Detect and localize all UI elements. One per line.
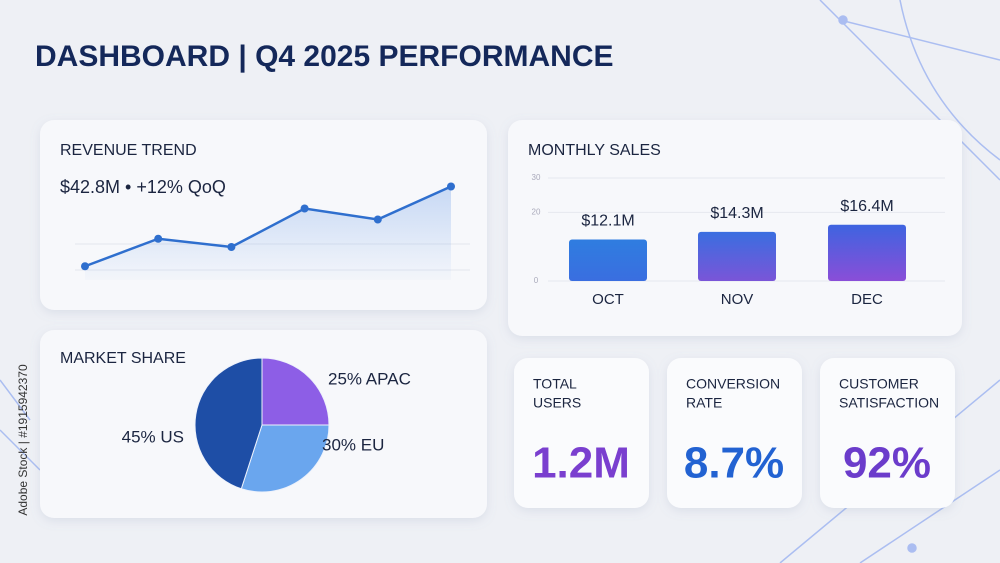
chart-title: MONTHLY SALES xyxy=(528,142,661,159)
kpi-label: USERS xyxy=(533,395,581,411)
line xyxy=(84,185,452,268)
x-tick-label: OCT xyxy=(592,291,624,308)
kpi-card xyxy=(514,358,649,508)
kpi-label: CUSTOMER xyxy=(839,376,919,392)
title: DASHBOARD | Q4 2025 PERFORMANCE xyxy=(35,40,614,73)
kpi-card xyxy=(667,358,802,508)
bar xyxy=(828,224,906,281)
bar xyxy=(698,231,776,281)
value-label: $16.4M xyxy=(840,198,893,215)
bar xyxy=(569,239,647,281)
pie-slice xyxy=(261,357,330,426)
watermark: Adobe Stock | #1915942370 xyxy=(16,364,30,516)
chart-subtitle: $42.8M • +12% QoQ xyxy=(60,177,226,197)
value-label: $12.1M xyxy=(581,213,634,230)
x-tick-label: NOV xyxy=(721,291,754,308)
kpi-label: RATE xyxy=(686,395,722,411)
point xyxy=(447,182,455,191)
point xyxy=(227,243,236,251)
value-label: $14.3M xyxy=(710,205,763,222)
chart-title: REVENUE TREND xyxy=(60,142,197,159)
slice-label: 25% APAC xyxy=(328,369,411,388)
x-tick-label: DEC xyxy=(851,291,883,308)
point xyxy=(373,215,382,224)
pie-slice xyxy=(240,424,330,493)
kpi-value: 8.7% xyxy=(684,439,784,488)
area xyxy=(85,186,451,280)
kpi-label: CONVERSION xyxy=(686,376,780,392)
kpi-label: SATISFACTION xyxy=(839,395,939,411)
slice-label: 45% US xyxy=(122,427,184,446)
kpi-label: TOTAL xyxy=(533,376,577,392)
chart-title: MARKET SHARE xyxy=(60,350,186,367)
point xyxy=(154,234,163,243)
y-tick-label: 0 xyxy=(534,276,539,285)
point xyxy=(300,204,309,213)
pie-slice xyxy=(194,357,263,490)
kpi-card xyxy=(820,358,955,508)
kpi-value: 92% xyxy=(843,439,931,488)
card xyxy=(508,120,962,336)
y-tick-label: 30 xyxy=(532,173,541,182)
y-tick-label: 20 xyxy=(532,207,541,216)
slice-label: 30% EU xyxy=(322,435,384,454)
point xyxy=(81,262,89,271)
kpi-value: 1.2M xyxy=(532,439,630,488)
